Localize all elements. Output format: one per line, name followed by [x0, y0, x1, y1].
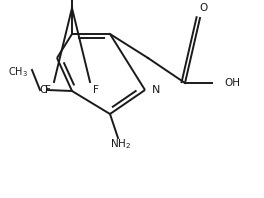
Text: O: O: [199, 3, 207, 13]
Text: F: F: [93, 85, 99, 95]
Text: NH$_2$: NH$_2$: [110, 137, 131, 151]
Text: O: O: [40, 85, 48, 95]
Text: N: N: [152, 85, 160, 95]
Text: CH$_3$: CH$_3$: [8, 65, 28, 79]
Text: F: F: [45, 85, 51, 95]
Text: OH: OH: [224, 78, 240, 88]
